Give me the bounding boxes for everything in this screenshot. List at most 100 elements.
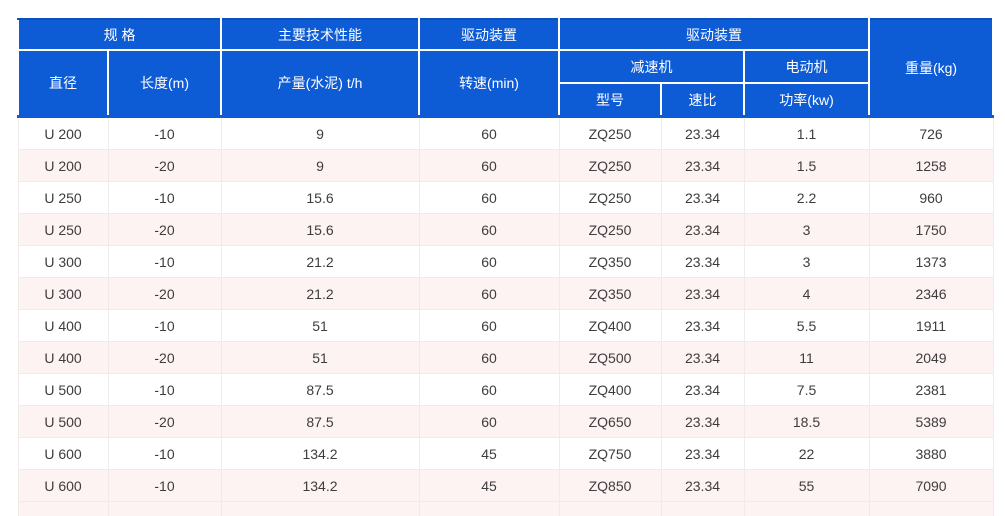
header-speed: 转速(min) <box>418 49 561 118</box>
cell: 60 <box>418 213 560 246</box>
table-row: U 400 -10 51 60 ZQ400 23.34 5.5 1911 <box>17 309 994 342</box>
cell <box>558 501 662 516</box>
cell: 2346 <box>868 277 994 310</box>
cell: U 200 <box>17 115 109 150</box>
cell: -20 <box>107 341 222 374</box>
cell: 3 <box>743 245 870 278</box>
cell: ZQ250 <box>558 213 662 246</box>
cell: ZQ400 <box>558 373 662 406</box>
cell: 60 <box>418 405 560 438</box>
cell <box>220 501 420 516</box>
cell <box>868 501 994 516</box>
cell: -10 <box>107 309 222 342</box>
cell: 60 <box>418 277 560 310</box>
cell: 2049 <box>868 341 994 374</box>
header-performance-group: 主要技术性能 <box>220 18 421 51</box>
cell: U 250 <box>17 213 109 246</box>
cell: U 200 <box>17 149 109 182</box>
table-row: U 250 -10 15.6 60 ZQ250 23.34 2.2 960 <box>17 181 994 214</box>
cell: 23.34 <box>660 437 745 470</box>
cell: U 400 <box>17 309 109 342</box>
cell: 15.6 <box>220 213 420 246</box>
cell: -20 <box>107 405 222 438</box>
cell: 22 <box>743 437 870 470</box>
cell: 23.34 <box>660 309 745 342</box>
cell: ZQ250 <box>558 149 662 182</box>
cell: 23.34 <box>660 341 745 374</box>
spec-table: 规 格 主要技术性能 驱动装置 驱动装置 重量(kg) 直径 长度(m) 产量(… <box>16 18 995 516</box>
cell: 51 <box>220 341 420 374</box>
cell: U 600 <box>17 437 109 470</box>
cell: 87.5 <box>220 373 420 406</box>
cell: 45 <box>418 437 560 470</box>
cell: ZQ850 <box>558 469 662 502</box>
cell: 23.34 <box>660 373 745 406</box>
table-row: U 200 -20 9 60 ZQ250 23.34 1.5 1258 <box>17 149 994 182</box>
cell: -20 <box>107 277 222 310</box>
cell: 134.2 <box>220 469 420 502</box>
cell: 18.5 <box>743 405 870 438</box>
cell: ZQ350 <box>558 277 662 310</box>
cell: 60 <box>418 115 560 150</box>
table-row: U 300 -20 21.2 60 ZQ350 23.34 4 2346 <box>17 277 994 310</box>
header-output: 产量(水泥) t/h <box>220 49 421 118</box>
cell: 9 <box>220 115 420 150</box>
cell: 21.2 <box>220 245 420 278</box>
cell <box>660 501 745 516</box>
cell: -10 <box>107 437 222 470</box>
cell: 23.34 <box>660 245 745 278</box>
cell: ZQ250 <box>558 181 662 214</box>
cell: 3880 <box>868 437 994 470</box>
table-row: U 600 -10 134.2 45 ZQ850 23.34 55 7090 <box>17 469 994 502</box>
table-row: U 500 -20 87.5 60 ZQ650 23.34 18.5 5389 <box>17 405 994 438</box>
cell: 23.34 <box>660 277 745 310</box>
cell: 1.1 <box>743 115 870 150</box>
cell: ZQ250 <box>558 115 662 150</box>
cell: 23.34 <box>660 115 745 150</box>
cell: -10 <box>107 469 222 502</box>
cell: 1911 <box>868 309 994 342</box>
header-reducer-group: 减速机 <box>558 49 746 84</box>
cell: 23.34 <box>660 149 745 182</box>
table-row: U 600 -10 134.2 45 ZQ750 23.34 22 3880 <box>17 437 994 470</box>
header-ratio: 速比 <box>660 82 746 118</box>
cell: 7090 <box>868 469 994 502</box>
cell: 1750 <box>868 213 994 246</box>
cell <box>17 501 109 516</box>
table-body: U 200 -10 9 60 ZQ250 23.34 1.1 726 U 200 -20 9 60 ZQ… <box>17 115 994 516</box>
cell <box>743 501 870 516</box>
cell: ZQ350 <box>558 245 662 278</box>
cell: -20 <box>107 149 222 182</box>
cell: ZQ650 <box>558 405 662 438</box>
cell: U 250 <box>17 181 109 214</box>
header-drive-group-2: 驱动装置 <box>558 18 871 51</box>
cell: ZQ400 <box>558 309 662 342</box>
header-spec-group: 规 格 <box>16 18 223 51</box>
cell: 5.5 <box>743 309 870 342</box>
cell: ZQ750 <box>558 437 662 470</box>
cell: 23.34 <box>660 181 745 214</box>
table-row-partial <box>17 501 994 516</box>
cell: 1373 <box>868 245 994 278</box>
header-power: 功率(kw) <box>743 82 871 118</box>
table-header: 规 格 主要技术性能 驱动装置 驱动装置 重量(kg) 直径 长度(m) 产量(… <box>16 18 995 118</box>
cell: 45 <box>418 469 560 502</box>
header-length: 长度(m) <box>106 49 223 118</box>
cell: 4 <box>743 277 870 310</box>
cell: U 300 <box>17 277 109 310</box>
cell: 5389 <box>868 405 994 438</box>
cell: 55 <box>743 469 870 502</box>
cell: 60 <box>418 309 560 342</box>
cell: 9 <box>220 149 420 182</box>
table-row: U 250 -20 15.6 60 ZQ250 23.34 3 1750 <box>17 213 994 246</box>
cell: 60 <box>418 373 560 406</box>
header-diameter: 直径 <box>17 49 109 118</box>
cell: U 500 <box>17 405 109 438</box>
cell: U 300 <box>17 245 109 278</box>
table-row: U 300 -10 21.2 60 ZQ350 23.34 3 1373 <box>17 245 994 278</box>
cell: -10 <box>107 373 222 406</box>
cell: 11 <box>743 341 870 374</box>
cell: -10 <box>107 115 222 150</box>
header-motor-group: 电动机 <box>743 49 871 84</box>
